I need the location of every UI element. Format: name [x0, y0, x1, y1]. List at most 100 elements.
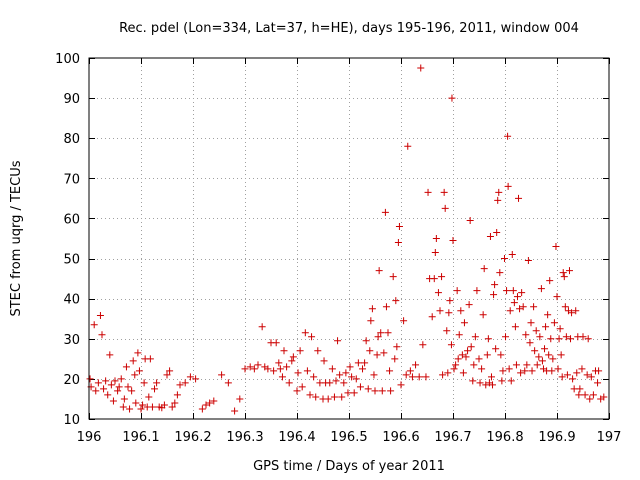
data-point: [484, 335, 492, 343]
data-point: [332, 377, 340, 385]
data-point: [301, 329, 309, 337]
data-point: [473, 287, 481, 295]
data-point: [406, 367, 414, 375]
data-point: [541, 345, 549, 353]
data-point: [450, 365, 458, 373]
data-point: [326, 379, 334, 387]
data-point: [428, 313, 436, 321]
data-point: [504, 132, 512, 140]
data-point: [516, 305, 524, 313]
y-tick-label: 70: [63, 172, 80, 187]
data-point: [454, 355, 462, 363]
data-point: [90, 321, 98, 329]
data-point: [276, 365, 284, 373]
data-point: [568, 309, 576, 317]
data-point: [378, 387, 386, 395]
data-point: [340, 379, 348, 387]
y-tick-label: 90: [63, 92, 80, 107]
data-point: [528, 367, 536, 375]
data-point: [496, 269, 504, 277]
data-point: [513, 293, 521, 301]
data-point: [400, 317, 408, 325]
data-point: [511, 323, 519, 331]
y-tick-label: 40: [63, 293, 80, 308]
data-point: [98, 331, 106, 339]
data-point: [382, 303, 390, 311]
data-point: [109, 397, 117, 405]
data-point: [384, 329, 392, 337]
data-point: [186, 373, 194, 381]
x-tick-label: 196.9: [538, 430, 575, 445]
data-point: [559, 269, 567, 277]
data-point: [562, 333, 570, 341]
data-point: [438, 273, 446, 281]
data-point: [583, 371, 591, 379]
data-point: [443, 327, 451, 335]
data-point: [480, 265, 488, 273]
data-point: [124, 383, 132, 391]
data-point: [298, 383, 306, 391]
data-point: [506, 307, 514, 315]
data-point: [449, 237, 457, 245]
y-tick-label: 50: [63, 253, 80, 268]
data-point: [92, 387, 100, 395]
x-tick-label: 196.1: [122, 430, 159, 445]
data-point: [288, 357, 296, 365]
data-point: [163, 371, 171, 379]
x-tick-label: 196.8: [486, 430, 523, 445]
data-point: [303, 367, 311, 375]
data-point: [381, 208, 389, 216]
data-point: [479, 311, 487, 319]
data-point: [457, 307, 465, 315]
data-point: [402, 371, 410, 379]
data-point: [531, 347, 539, 355]
data-point: [115, 383, 123, 391]
data-point: [544, 311, 552, 319]
data-point: [94, 379, 102, 387]
data-point: [270, 367, 278, 375]
data-point: [515, 194, 523, 202]
data-point: [356, 383, 364, 391]
data-point: [444, 369, 452, 377]
data-point: [392, 297, 400, 305]
data-point: [283, 363, 291, 371]
data-point: [586, 395, 594, 403]
data-point: [354, 359, 362, 367]
data-point: [86, 375, 94, 383]
y-axis-label: STEC from uqrg / TECUs: [9, 160, 24, 316]
data-point: [512, 361, 520, 369]
data-point: [471, 333, 479, 341]
data-point: [336, 371, 344, 379]
data-point: [289, 353, 297, 361]
data-point: [547, 335, 555, 343]
data-point: [272, 339, 280, 347]
grid: [89, 58, 609, 419]
data-point: [439, 371, 447, 379]
data-point: [527, 319, 535, 327]
data-point: [558, 373, 566, 381]
data-point: [293, 387, 301, 395]
data-point: [415, 373, 423, 381]
data-point: [314, 347, 322, 355]
data-point: [431, 249, 439, 257]
data-point: [126, 405, 134, 413]
data-point: [224, 379, 232, 387]
data-point: [296, 347, 304, 355]
data-point: [503, 287, 511, 295]
data-point: [140, 379, 148, 387]
data-point: [494, 196, 502, 204]
data-point: [521, 367, 529, 375]
data-point: [486, 232, 494, 240]
data-point: [122, 363, 130, 371]
data-point: [581, 391, 589, 399]
data-point: [537, 285, 545, 293]
data-point: [342, 369, 350, 377]
data-point: [448, 94, 456, 102]
data-point: [500, 255, 508, 263]
data-point: [526, 339, 534, 347]
data-point: [310, 373, 318, 381]
data-points: [86, 64, 608, 415]
plot-frame: [88, 57, 610, 420]
data-point: [536, 333, 544, 341]
data-point: [502, 333, 510, 341]
